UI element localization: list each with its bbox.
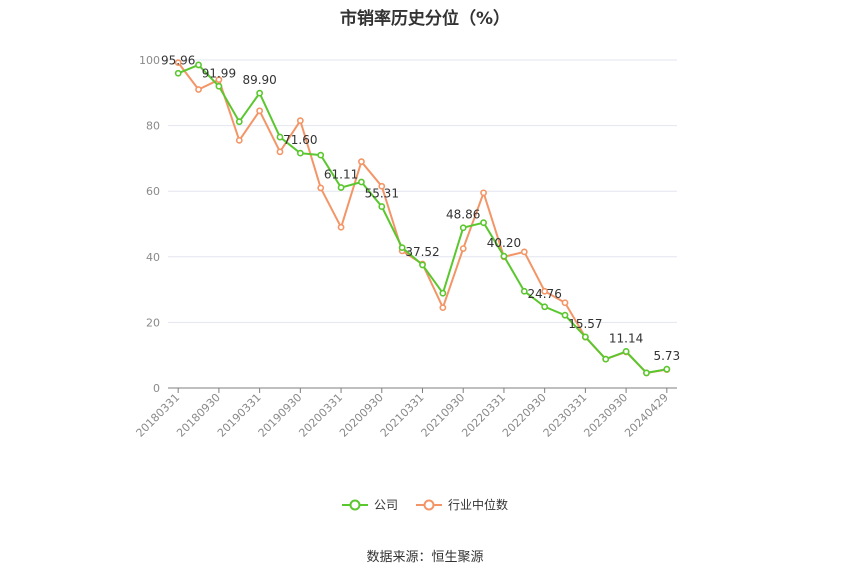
industry-median-data-point: [296, 117, 304, 125]
industry-median-data-point: [215, 76, 223, 84]
series-lines: [174, 59, 671, 377]
company-data-point: [296, 149, 304, 157]
data-label: 5.73: [653, 349, 680, 363]
industry-median-data-point: [195, 86, 202, 93]
industry-median-data-point: [235, 136, 243, 144]
y-tick-label: 80: [146, 120, 160, 133]
industry-median-data-point: [439, 304, 447, 312]
y-tick-label: 60: [146, 185, 160, 198]
industry-median-data-point: [358, 158, 365, 166]
data-label: 91.99: [202, 66, 236, 80]
legend-item-industry-median[interactable]: 行业中位数: [416, 496, 508, 513]
legend: 公司 行业中位数: [0, 496, 850, 513]
company-data-point: [195, 61, 202, 69]
company-data-point: [174, 69, 182, 77]
company-data-point: [520, 287, 528, 295]
company-data-point: [663, 365, 671, 373]
y-tick-label: 0: [153, 382, 160, 395]
company-data-point: [622, 348, 630, 355]
company-data-point: [500, 252, 508, 260]
data-label: 48.86: [446, 208, 480, 222]
chart-title: 市销率历史分位（%）: [339, 9, 511, 29]
legend-industry-marker-icon: [416, 499, 442, 510]
company-data-point: [398, 244, 406, 252]
data-label: 55.31: [365, 187, 399, 201]
y-tick-label: 40: [146, 251, 160, 264]
industry-median-data-point: [378, 182, 386, 190]
legend-industry-label: 行业中位数: [448, 498, 509, 512]
industry-median-data-point: [480, 189, 487, 197]
industry-median-data-point: [174, 59, 182, 67]
company-data-point: [459, 224, 467, 232]
company-data-point: [541, 303, 549, 311]
legend-company-label: 公司: [373, 498, 398, 512]
company-data-point: [561, 311, 569, 319]
x-tick-label: 20240429: [622, 391, 671, 440]
industry-median-data-point: [541, 287, 549, 295]
data-label: 11.14: [609, 331, 643, 345]
company-data-point: [235, 118, 243, 126]
company-data-point: [643, 369, 650, 377]
company-data-point: [602, 355, 610, 363]
industry-median-data-point: [337, 223, 345, 231]
industry-median-data-point: [459, 245, 467, 252]
company-data-point: [581, 333, 589, 341]
company-data-point: [439, 289, 447, 297]
industry-median-data-point: [520, 248, 528, 256]
data-label: 40.20: [487, 236, 521, 250]
data-label: 24.76: [527, 287, 561, 301]
data-label: 15.57: [568, 317, 602, 331]
industry-median-data-point: [561, 299, 569, 307]
company-data-point: [276, 133, 284, 141]
company-data-point: [337, 184, 345, 191]
grid-lines: [168, 59, 677, 323]
data-source: 数据来源：恒生聚源: [366, 550, 484, 565]
data-label: 71.60: [283, 133, 317, 147]
company-data-point: [378, 203, 386, 210]
company-data-point: [317, 151, 325, 159]
company-data-point: [419, 261, 426, 269]
data-labels: 95.96 91.99 89.90 71.60 61.11 55.31 37.52 48.86…: [161, 53, 680, 363]
company-data-point: [358, 178, 365, 186]
industry-median-data-point: [256, 107, 264, 115]
data-label: 37.52: [405, 245, 439, 259]
data-label: 61.11: [324, 168, 358, 182]
company-data-point: [480, 219, 487, 227]
legend-item-company[interactable]: 公司: [341, 496, 398, 513]
company-data-point: [256, 89, 264, 97]
data-label: 95.96: [161, 53, 195, 67]
industry-median-data-point: [317, 184, 325, 192]
legend-company-marker-icon: [341, 499, 368, 510]
company-data-point: [215, 82, 223, 90]
data-label: 89.90: [242, 73, 276, 87]
y-tick-label: 20: [146, 316, 160, 329]
industry-median-data-point: [276, 148, 284, 156]
y-tick-label: 100: [139, 54, 160, 67]
